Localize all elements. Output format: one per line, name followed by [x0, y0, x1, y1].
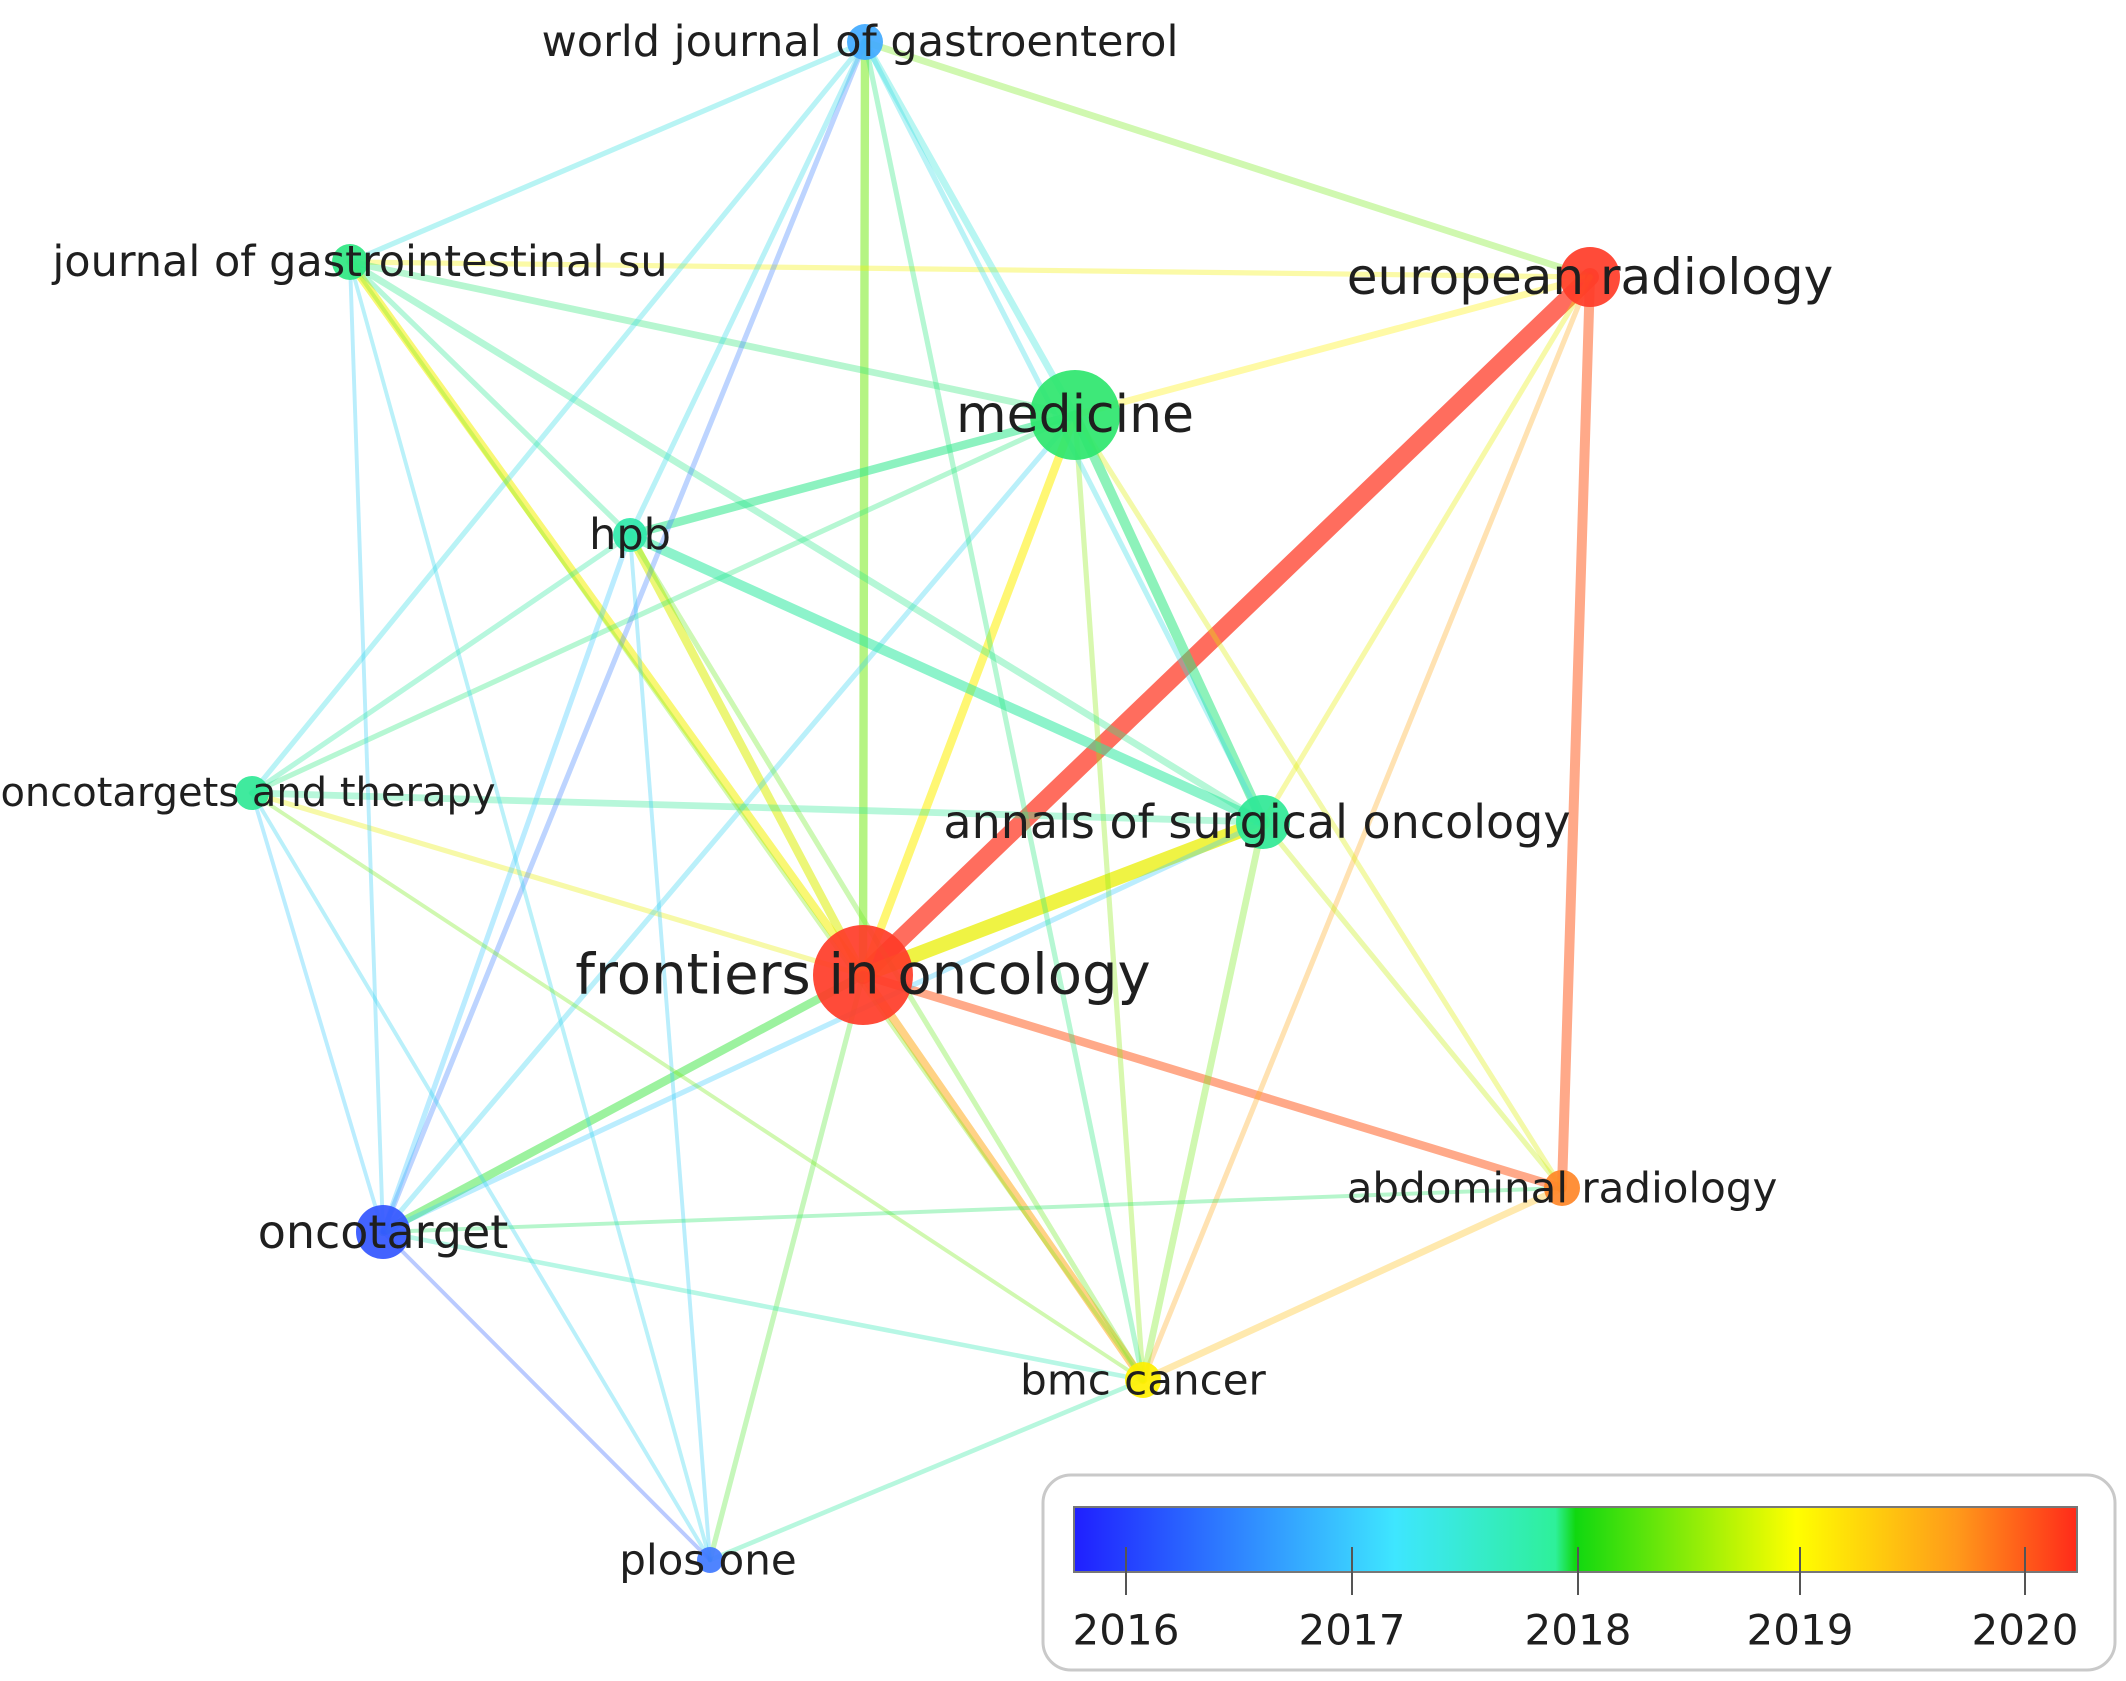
link-frontiers-bmc	[858, 970, 1148, 1385]
node-plos[interactable]	[697, 1547, 723, 1573]
node-bmc[interactable]	[1125, 1362, 1161, 1398]
link-jgs-plos	[348, 260, 712, 1562]
legend-tick-label: 2020	[1972, 1606, 2079, 1655]
node-label-plos: plos one	[619, 1536, 796, 1585]
year-color-legend: 2016 2017 2018 2019 2020	[1041, 1473, 2117, 1672]
link-oncotarget-bmc	[380, 1229, 1146, 1383]
link-european-medicine	[1071, 273, 1594, 419]
legend-tick-label: 2018	[1525, 1606, 1632, 1655]
link-jgs-bmc	[348, 260, 1145, 1382]
network-labels: frontiers in oncology european radiology m…	[0, 17, 1833, 1585]
node-label-wjg: world journal of gastroenterol	[542, 17, 1179, 67]
node-oncotarget[interactable]	[356, 1205, 410, 1259]
link-medicine-bmc	[1072, 412, 1146, 1383]
node-wjg[interactable]	[847, 24, 883, 60]
link-european-annals	[1260, 274, 1593, 825]
link-wjg-jgs	[347, 39, 868, 265]
node-annals[interactable]	[1236, 795, 1290, 849]
link-wjg-hpb	[627, 39, 868, 538]
link-bmc-abdominal	[1139, 1184, 1566, 1384]
link-european-wjg	[861, 38, 1594, 281]
link-wjg-oncotarget	[380, 39, 868, 1235]
node-label-bmc: bmc cancer	[1020, 1356, 1266, 1405]
link-annals-onco_ther	[248, 789, 1267, 826]
link-annals-jgs	[346, 258, 1267, 826]
node-label-annals: annals of surgical oncology	[943, 795, 1570, 849]
link-frontiers-hpb	[625, 530, 868, 980]
link-medicine-wjg	[861, 38, 1079, 419]
link-hpb-onco_ther	[249, 532, 633, 796]
node-label-onco_ther: oncotargets and therapy	[0, 770, 495, 816]
link-frontiers-annals	[855, 814, 1271, 983]
link-wjg-onco_ther	[249, 39, 868, 796]
node-medicine[interactable]	[1030, 370, 1120, 460]
legend-color-bar	[1073, 1506, 2078, 1573]
link-european-abdominal	[1557, 272, 1595, 1193]
link-onco_ther-oncotarget	[250, 791, 385, 1234]
link-frontiers-medicine	[858, 410, 1080, 980]
link-frontiers-jgs	[345, 257, 868, 980]
link-frontiers-onco_ther	[249, 790, 866, 978]
node-label-jgs: journal of gastrointestinal su	[51, 237, 667, 287]
link-wjg-bmc	[862, 39, 1146, 1383]
link-european-bmc	[1140, 274, 1593, 1383]
link-medicine-hpb	[625, 410, 1080, 540]
link-jgs-hpb	[347, 259, 633, 538]
legend-tick-label: 2017	[1299, 1606, 1406, 1655]
link-european-jgs	[347, 259, 1593, 280]
link-frontiers-oncotarget	[378, 970, 868, 1237]
link-jgs-oncotarget	[348, 260, 385, 1234]
node-abdominal[interactable]	[1544, 1170, 1580, 1206]
link-frontiers-european	[854, 268, 1599, 984]
node-hpb[interactable]	[613, 518, 647, 552]
link-bmc-plos	[707, 1377, 1146, 1563]
node-onco_ther[interactable]	[235, 776, 269, 810]
legend-tick-label: 2016	[1073, 1606, 1180, 1655]
network-links	[248, 37, 1599, 1563]
link-frontiers-abdominal	[858, 970, 1567, 1193]
node-label-hpb: hpb	[589, 510, 671, 560]
node-label-abdominal: abdominal radiology	[1347, 1164, 1778, 1213]
link-annals-bmc	[1139, 818, 1267, 1384]
link-medicine-abdominal	[1072, 412, 1565, 1191]
node-label-frontiers: frontiers in oncology	[575, 943, 1150, 1008]
link-onco_ther-plos	[250, 791, 712, 1562]
node-european[interactable]	[1560, 247, 1620, 307]
link-frontiers-plos	[707, 972, 866, 1563]
link-oncotarget-plos	[381, 1230, 712, 1562]
node-jgs[interactable]	[332, 244, 368, 280]
network-nodes	[235, 24, 1620, 1573]
link-oncotarget-abdominal	[381, 1186, 1564, 1234]
link-onco_ther-bmc	[250, 791, 1145, 1382]
node-frontiers[interactable]	[813, 925, 913, 1025]
link-annals-abdominal	[1260, 819, 1565, 1191]
link-annals-hpb	[625, 530, 1268, 827]
link-hpb-oncotarget	[380, 532, 633, 1235]
node-label-medicine: medicine	[956, 385, 1194, 445]
link-medicine-oncotarget	[380, 412, 1078, 1235]
link-hpb-plos	[628, 533, 712, 1562]
legend-tick-label: 2019	[1747, 1606, 1854, 1655]
node-label-european: european radiology	[1347, 248, 1833, 306]
link-medicine-jgs	[346, 258, 1079, 419]
link-frontiers-wjg	[858, 37, 870, 980]
link-medicine-annals	[1070, 410, 1268, 827]
link-annals-oncotarget	[380, 819, 1266, 1235]
legend-ticks: 2016 2017 2018 2019 2020	[1073, 1547, 2079, 1655]
link-medicine-onco_ther	[249, 412, 1078, 796]
node-label-oncotarget: oncotarget	[258, 1205, 509, 1259]
